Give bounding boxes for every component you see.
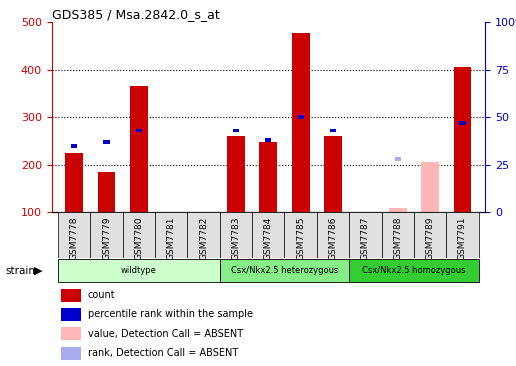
Text: GSM7789: GSM7789: [426, 217, 434, 260]
Text: GDS385 / Msa.2842.0_s_at: GDS385 / Msa.2842.0_s_at: [52, 8, 219, 21]
Bar: [61, 347, 81, 359]
FancyBboxPatch shape: [317, 212, 349, 258]
Text: GSM7786: GSM7786: [329, 217, 337, 260]
Text: GSM7781: GSM7781: [167, 217, 176, 260]
Text: GSM7778: GSM7778: [70, 217, 79, 260]
Text: ▶: ▶: [34, 266, 42, 276]
Text: Csx/Nkx2.5 heterozygous: Csx/Nkx2.5 heterozygous: [231, 266, 338, 275]
Text: value, Detection Call = ABSENT: value, Detection Call = ABSENT: [88, 329, 243, 339]
Bar: [104, 140, 110, 144]
Text: GSM7779: GSM7779: [102, 217, 111, 260]
Bar: [260, 142, 277, 212]
FancyBboxPatch shape: [123, 212, 155, 258]
Bar: [61, 308, 81, 321]
FancyBboxPatch shape: [349, 212, 381, 258]
Text: count: count: [88, 290, 116, 300]
Bar: [454, 67, 471, 212]
Bar: [61, 327, 81, 340]
Text: rank, Detection Call = ABSENT: rank, Detection Call = ABSENT: [88, 348, 238, 358]
FancyBboxPatch shape: [58, 212, 90, 258]
Bar: [130, 86, 148, 212]
Bar: [61, 289, 81, 302]
FancyBboxPatch shape: [187, 212, 220, 258]
Text: GSM7780: GSM7780: [135, 217, 143, 260]
Text: GSM7785: GSM7785: [296, 217, 305, 260]
Bar: [233, 128, 239, 132]
FancyBboxPatch shape: [155, 212, 187, 258]
Bar: [98, 172, 116, 212]
Text: GSM7784: GSM7784: [264, 217, 273, 260]
FancyBboxPatch shape: [220, 212, 252, 258]
Bar: [227, 136, 245, 212]
FancyBboxPatch shape: [90, 212, 123, 258]
FancyBboxPatch shape: [349, 259, 478, 283]
Bar: [459, 121, 465, 125]
Bar: [71, 144, 77, 147]
Text: GSM7787: GSM7787: [361, 217, 370, 260]
Text: wildtype: wildtype: [121, 266, 157, 275]
Text: percentile rank within the sample: percentile rank within the sample: [88, 310, 253, 320]
Bar: [292, 33, 310, 212]
Bar: [330, 128, 336, 132]
FancyBboxPatch shape: [446, 212, 478, 258]
FancyBboxPatch shape: [220, 259, 349, 283]
Text: GSM7782: GSM7782: [199, 217, 208, 260]
Text: GSM7791: GSM7791: [458, 217, 467, 260]
Bar: [66, 153, 83, 212]
Bar: [298, 115, 304, 119]
FancyBboxPatch shape: [252, 212, 284, 258]
Bar: [324, 136, 342, 212]
Text: strain: strain: [5, 266, 35, 276]
FancyBboxPatch shape: [284, 212, 317, 258]
Bar: [136, 128, 142, 132]
FancyBboxPatch shape: [58, 259, 220, 283]
FancyBboxPatch shape: [414, 212, 446, 258]
Text: Csx/Nkx2.5 homozygous: Csx/Nkx2.5 homozygous: [362, 266, 465, 275]
Bar: [389, 209, 407, 212]
Text: GSM7783: GSM7783: [232, 217, 240, 260]
FancyBboxPatch shape: [381, 212, 414, 258]
Bar: [421, 163, 439, 212]
Text: GSM7788: GSM7788: [393, 217, 402, 260]
Bar: [265, 138, 271, 142]
Bar: [395, 157, 401, 161]
